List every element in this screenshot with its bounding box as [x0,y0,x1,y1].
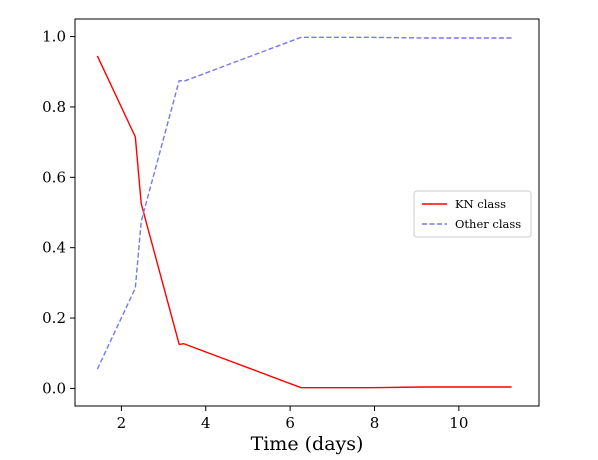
x-tick-label: 2 [117,414,127,432]
x-axis-ticks: 2 4 6 8 10 [117,406,468,432]
y-tick-label: 1.0 [42,28,66,46]
legend-entry-label: Other class [455,217,521,231]
legend-box [413,190,532,238]
series-layer [96,36,512,389]
plot-frame [74,18,540,407]
y-axis-ticks: 0.0 0.2 0.4 0.6 0.8 1.0 [42,28,75,397]
y-tick-label: 0.8 [42,98,66,116]
y-tick-label: 0.6 [42,168,66,186]
y-tick-label: 0.4 [42,239,66,257]
x-tick-label: 4 [201,414,211,432]
y-tick-label: 0.0 [42,379,66,397]
series-line-kn-class [96,55,512,389]
x-tick-label: 6 [285,414,295,432]
series-line-other-class [96,36,512,370]
x-tick-label: 8 [370,414,380,432]
x-axis-label: Time (days) [251,433,364,455]
legend: KN class Other class [413,190,532,238]
legend-entry-label: KN class [455,197,506,211]
y-tick-label: 0.2 [42,309,66,327]
x-tick-label: 10 [449,414,468,432]
